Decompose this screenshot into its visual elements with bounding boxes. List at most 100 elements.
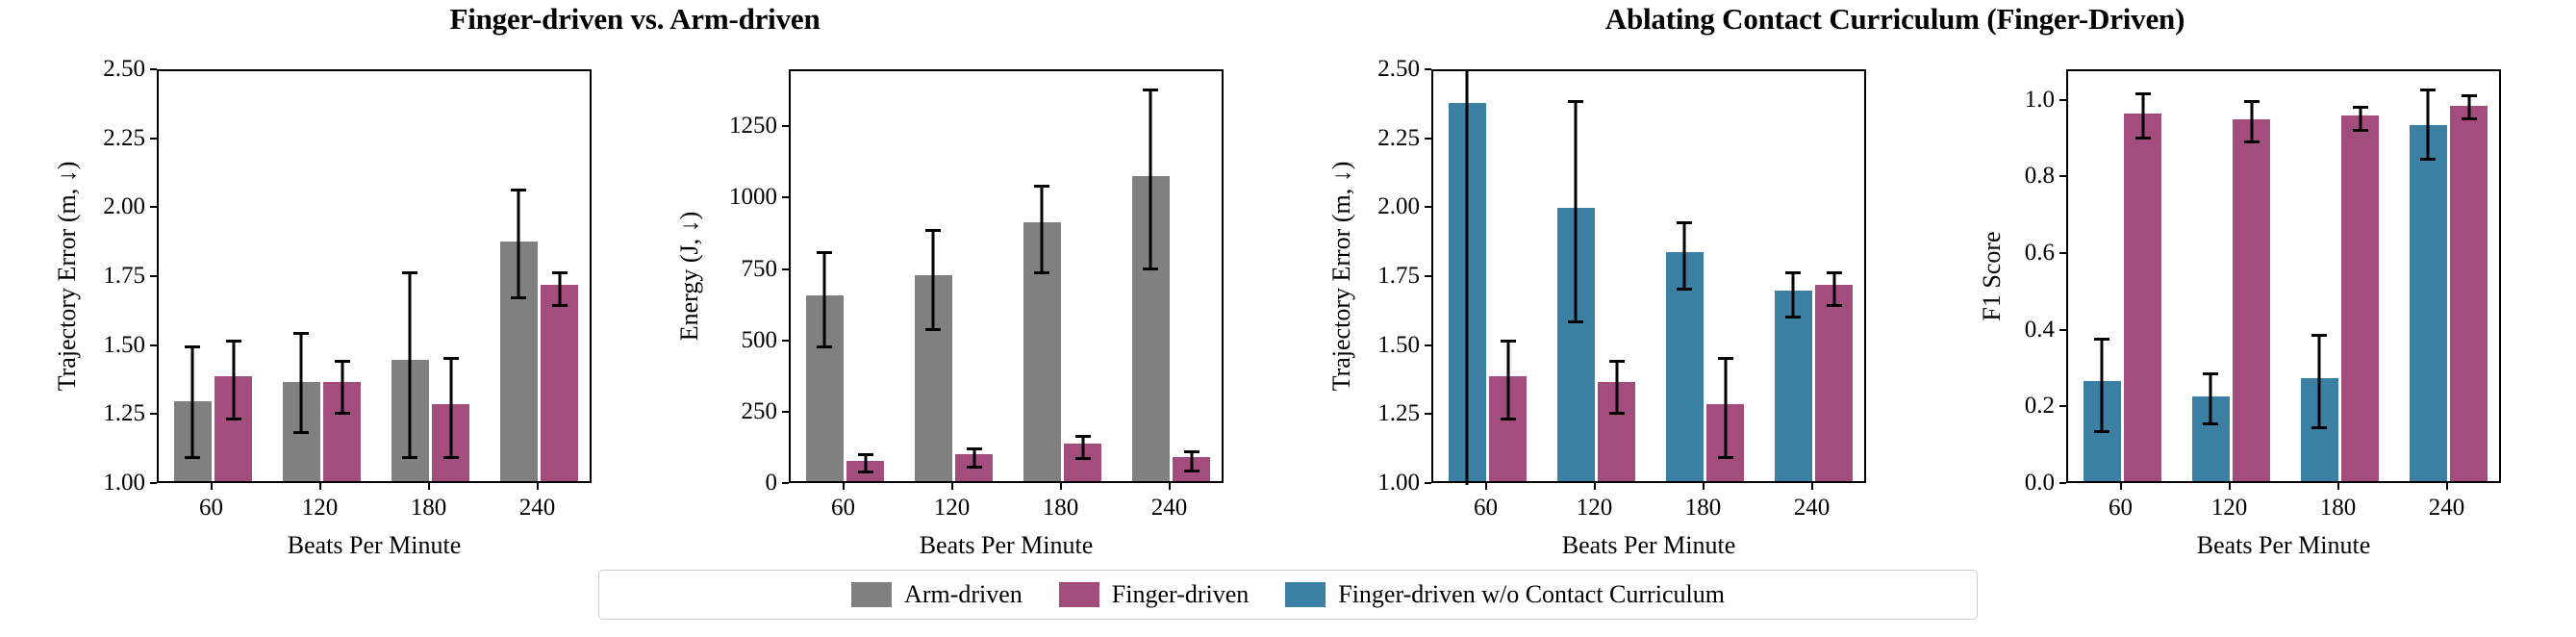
error-bar-stem [1791,272,1795,318]
error-bar-cap-lower [1500,417,1516,420]
error-bar-cap-lower [2203,421,2219,425]
x-tick-mark [1593,483,1596,490]
x-axis-label: Beats Per Minute [287,531,462,559]
error-bar-cap-lower [334,411,350,415]
y-axis-label: Trajectory Error (m, ↓) [1327,161,1355,392]
plot-area [157,69,592,483]
error-bar-stem [2359,107,2362,131]
error-bar-cap-lower [2352,129,2368,133]
y-tick-label: 1.50 [103,331,145,358]
y-tick-mark [1425,68,1431,70]
y-tick-mark [150,275,157,277]
error-bar-stem [1081,436,1085,459]
y-axis-label: Trajectory Error (m, ↓) [53,161,81,392]
y-tick-label: 1.75 [1377,263,1420,289]
error-bar-cap-upper [225,340,241,344]
y-tick-mark [1425,137,1431,140]
error-bar-cap-upper [2203,372,2219,376]
error-bar-stem [299,333,303,433]
y-tick-label: 1.25 [1377,400,1420,427]
suptitle-right: Ablating Contact Curriculum (Finger-Driv… [1604,2,2185,36]
error-bar-stem [1574,101,1578,322]
error-bar-stem [1615,361,1619,414]
error-bar-cap-upper [2134,92,2151,96]
y-tick-label: 2.00 [103,193,145,220]
y-tick-label: 1.00 [1377,470,1420,496]
error-bar-cap-lower [551,304,568,308]
plot-area [2066,69,2501,483]
plot-area [1431,69,1866,485]
error-bar-cap-upper [857,453,873,457]
y-tick-label: 0.0 [2024,470,2055,496]
error-bar-stem [2317,335,2321,428]
x-tick-label: 120 [933,495,971,521]
y-tick-mark [1425,275,1431,277]
y-tick-mark [150,137,157,140]
error-bar-cap-lower [1074,457,1091,461]
error-bar-stem [2426,89,2430,160]
error-bar-cap-upper [402,270,418,274]
error-bar-stem [1724,358,1728,458]
x-axis-label: Beats Per Minute [2196,531,2371,559]
x-tick-mark [1702,483,1705,490]
error-bar-cap-upper [442,356,459,360]
x-tick-label: 60 [2109,495,2133,521]
error-bar-cap-upper [511,188,527,191]
error-bar-cap-lower [925,327,942,331]
y-tick-label: 250 [741,397,778,424]
error-bar-stem [341,361,344,414]
legend-entry-2[interactable]: Finger-driven [1058,580,1249,609]
y-tick-label: 1.25 [103,400,145,427]
x-tick-mark [1168,483,1171,490]
y-tick-mark [1425,413,1431,416]
error-bar-cap-upper [1826,270,1842,274]
error-bar-cap-lower [1677,287,1693,291]
bar [2233,118,2271,481]
error-bar-cap-lower [1143,268,1159,270]
error-bar-cap-upper [551,270,568,274]
x-tick-label: 60 [831,495,855,521]
y-tick-mark [2059,328,2066,331]
x-tick-label: 240 [1793,495,1831,521]
suptitle-left: Finger-driven vs. Arm-driven [449,2,821,36]
error-bar-cap-lower [1034,271,1050,275]
y-tick-mark [2059,252,2066,255]
error-bar-stem [1465,71,1469,485]
y-tick-label: 2.25 [103,124,145,151]
x-tick-mark [1810,483,1813,490]
bar [2409,124,2447,481]
y-tick-mark [782,482,789,484]
error-bar-cap-lower [2134,137,2151,140]
legend-entry-3[interactable]: Finger-driven w/o Contact Curriculum [1285,580,1725,609]
error-bar-stem [2100,339,2104,432]
bar [2124,113,2162,481]
error-bar-cap-lower [1785,315,1802,318]
x-tick-mark [427,483,430,490]
y-tick-mark [1425,482,1431,484]
error-bar-stem [2250,101,2254,142]
error-bar-stem [2467,95,2471,119]
x-tick-label: 180 [410,495,447,521]
error-bar-cap-upper [1568,100,1584,104]
legend-entry-1[interactable]: Arm-driven [851,580,1023,609]
error-bar-cap-upper [817,250,833,254]
y-tick-label: 0.2 [2024,393,2055,420]
y-tick-label: 0.8 [2024,163,2055,190]
error-bar-cap-upper [1785,270,1802,274]
x-tick-mark [950,483,953,490]
error-bar-cap-upper [1183,449,1200,453]
error-bar-stem [1040,186,1044,273]
x-tick-mark [2119,483,2122,490]
x-tick-label: 240 [518,495,556,521]
x-tick-mark [1059,483,1062,490]
error-bar-cap-lower [2094,429,2110,433]
x-tick-label: 120 [1576,495,1613,521]
legend-label: Finger-driven w/o Contact Curriculum [1338,580,1725,608]
error-bar-cap-lower [402,455,418,459]
plot-area [789,69,1224,483]
x-tick-mark [2228,483,2231,490]
error-bar-stem [822,252,826,347]
y-tick-mark [782,125,789,128]
error-bar-stem [517,190,520,298]
